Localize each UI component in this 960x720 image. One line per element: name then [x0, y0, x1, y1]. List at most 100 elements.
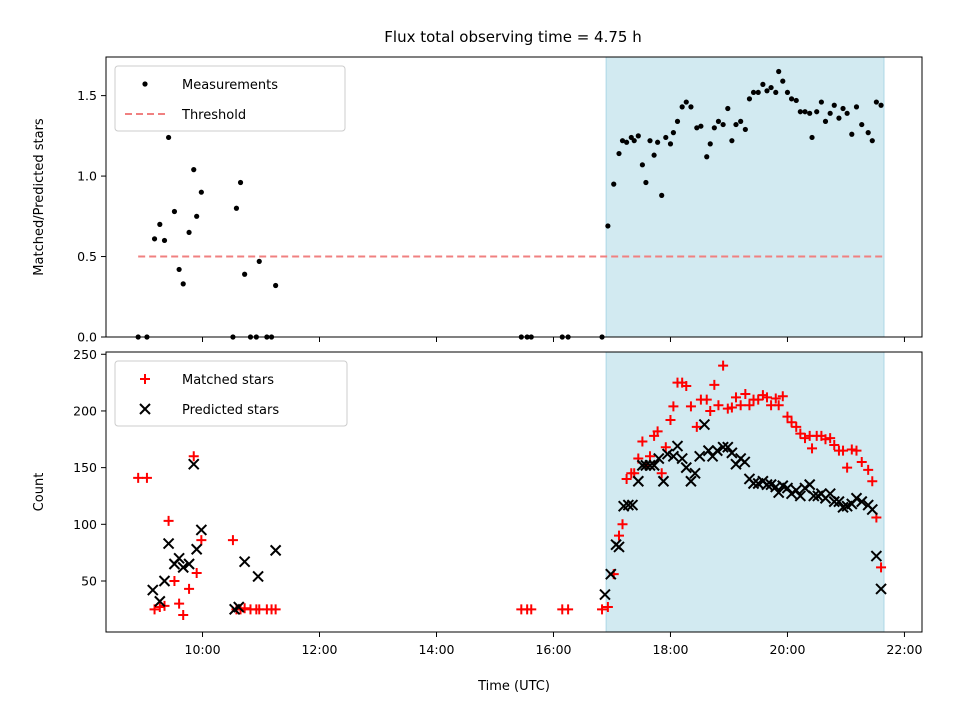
predicted-star-point — [657, 475, 670, 487]
predicted-star-point — [177, 561, 189, 574]
predicted-star-point — [702, 444, 715, 457]
matched-star-point — [718, 360, 729, 371]
predicted-star-point — [680, 461, 692, 474]
measurement-point — [859, 121, 865, 128]
matched-star-point — [169, 575, 180, 586]
axes-frame — [105, 56, 923, 338]
measurement-point — [809, 134, 815, 141]
predicted-star-point — [661, 448, 674, 460]
matched-star-point — [656, 468, 667, 479]
predicted-star-point — [644, 459, 656, 472]
matched-star-point — [838, 445, 849, 456]
predicted-star-point — [722, 441, 734, 453]
predicted-star-point — [850, 492, 863, 504]
measurement-point — [840, 105, 846, 112]
y-tick-label: 0.0 — [77, 330, 97, 345]
measurement-point — [750, 89, 757, 96]
matched-star-point — [770, 393, 781, 404]
predicted-star-point — [671, 440, 684, 452]
predicted-star-point — [676, 452, 688, 465]
measurement-point — [720, 121, 726, 128]
chart-title: Flux total observing time = 4.75 h — [384, 28, 641, 46]
measurement-point — [233, 205, 240, 211]
predicted-star-point — [640, 459, 652, 472]
measurement-point — [711, 125, 717, 131]
measurement-point — [237, 179, 244, 186]
measurement-point — [822, 118, 829, 124]
measurement-point — [674, 118, 681, 124]
measurement-point — [764, 88, 770, 94]
measurement-point — [776, 68, 782, 75]
measurement-point — [635, 133, 641, 139]
predicted-star-point — [626, 499, 639, 511]
matched-star-point — [735, 400, 746, 411]
x-tick-label: 10:00 — [185, 642, 221, 657]
matched-star-point — [652, 426, 663, 437]
matched-star-point — [773, 400, 784, 411]
x-axis-label: Time (UTC) — [477, 679, 550, 694]
measurement-point — [844, 110, 850, 116]
predicted-star-point — [154, 595, 166, 608]
matched-star-point — [178, 609, 189, 620]
measurement-point — [836, 115, 842, 121]
y-tick-label: 150 — [73, 460, 97, 475]
predicted-star-point — [667, 450, 680, 462]
predicted-star-point — [173, 552, 185, 565]
measurement-point — [639, 162, 645, 168]
legend-box — [114, 360, 348, 427]
predicted-star-point — [252, 570, 264, 583]
predicted-star-point — [158, 575, 171, 587]
matched-star-point — [196, 535, 207, 546]
predicted-star-point — [632, 475, 645, 487]
legend-predicted-marker — [139, 403, 151, 415]
measurement-point — [773, 89, 779, 96]
predicted-star-point — [866, 503, 878, 516]
measurement-point — [624, 139, 630, 145]
predicted-star-point — [698, 418, 711, 431]
matched-star-point — [807, 443, 818, 454]
matched-star-point — [782, 411, 793, 422]
measurement-point — [605, 223, 611, 229]
y-tick-label: 100 — [73, 517, 97, 532]
predicted-star-point — [781, 482, 794, 494]
predicted-star-point — [613, 541, 625, 553]
measurement-point — [814, 109, 820, 115]
predicted-star-point — [856, 495, 868, 508]
measurement-point — [760, 81, 766, 87]
matched-star-point — [691, 421, 702, 432]
measurement-point — [849, 131, 855, 137]
matched-star-point — [270, 604, 281, 615]
measurement-point — [679, 104, 685, 110]
legend-box — [114, 65, 346, 132]
matched-star-point — [191, 568, 202, 579]
matched-star-point — [660, 442, 671, 453]
legend-label: Threshold — [181, 108, 246, 123]
matched-star-point — [141, 472, 152, 483]
measurement-point — [688, 104, 694, 110]
measurement-point — [176, 266, 182, 273]
measurement-point — [733, 121, 739, 128]
matched-star-point — [876, 562, 887, 573]
matched-star-point — [163, 515, 174, 526]
matched-star-point — [701, 394, 712, 405]
x-tick-label: 14:00 — [418, 642, 454, 657]
matched-star-point — [133, 472, 144, 483]
predicted-star-point — [622, 499, 635, 511]
measurement-point — [742, 126, 748, 133]
measurement-point — [670, 130, 676, 136]
measurement-point — [802, 109, 808, 115]
measurement-point — [818, 99, 824, 105]
measurement-point — [619, 138, 626, 144]
measurement-point — [865, 130, 871, 136]
matched-star-point — [713, 400, 724, 411]
measurement-point — [171, 208, 178, 215]
measurement-point — [157, 221, 163, 227]
measurement-point — [793, 97, 799, 104]
predicted-star-point — [689, 467, 701, 480]
matched-star-point — [563, 604, 574, 615]
matched-star-point — [825, 433, 836, 444]
measurement-point — [715, 118, 722, 124]
measurement-point — [780, 78, 786, 84]
measurement-point — [647, 138, 653, 144]
predicted-star-point — [238, 556, 251, 568]
